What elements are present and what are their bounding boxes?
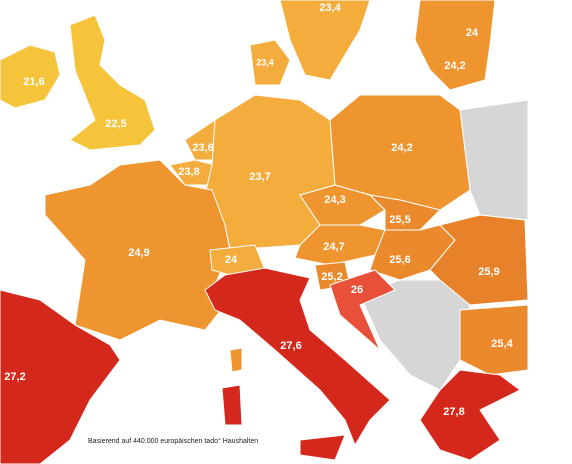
spain xyxy=(0,289,121,464)
sicily xyxy=(299,434,346,461)
denmark xyxy=(249,39,291,86)
region-label: 23,4 xyxy=(256,57,274,67)
corsica xyxy=(229,347,243,373)
region-label: 24,7 xyxy=(323,241,344,253)
bulgaria xyxy=(459,304,529,376)
region-label: 23,8 xyxy=(178,166,199,178)
region-label: 24 xyxy=(466,27,479,39)
region-label: 25,2 xyxy=(321,271,342,283)
sweden xyxy=(279,0,371,81)
region-label: 23,7 xyxy=(249,171,270,183)
baltics xyxy=(414,0,496,91)
region-label: 23,4 xyxy=(319,2,341,14)
region-label: 24 xyxy=(225,254,238,266)
region-label: 24,3 xyxy=(324,194,345,206)
region-label: 26 xyxy=(351,284,363,296)
sardinia xyxy=(221,384,243,426)
region-label: 25,5 xyxy=(389,214,410,226)
region-label: 27,2 xyxy=(4,371,25,383)
italy xyxy=(204,267,391,447)
region-label: 22,5 xyxy=(105,118,126,130)
region-label: 27,6 xyxy=(280,340,301,352)
region-label: 24,2 xyxy=(391,142,412,154)
uk xyxy=(69,14,156,151)
croatia xyxy=(329,269,396,351)
greece xyxy=(419,369,521,461)
region-label: 25,9 xyxy=(478,266,499,278)
land-neutral xyxy=(359,99,529,391)
ireland xyxy=(0,44,61,109)
region-label: 27,8 xyxy=(443,406,464,418)
region-label: 23,6 xyxy=(192,142,213,154)
region-label: 24,9 xyxy=(128,247,149,259)
romania xyxy=(429,214,529,306)
belarus-ukraine xyxy=(459,99,529,221)
footnote: Basierend auf 440.000 europäischen tado°… xyxy=(88,437,258,445)
region-label: 25,6 xyxy=(389,254,410,266)
region-label: 21,6 xyxy=(23,76,44,88)
region-label: 25,4 xyxy=(491,338,513,350)
region-label: 24,2 xyxy=(444,60,465,72)
